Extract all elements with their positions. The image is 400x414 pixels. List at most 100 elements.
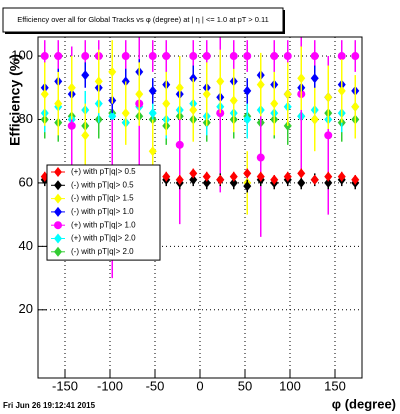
data-point [189,168,198,179]
data-point [189,104,198,115]
data-point [256,79,265,90]
data-point [54,98,63,109]
data-point [229,177,238,188]
data-point [256,153,265,162]
data-point [297,168,306,179]
legend-label: (-) with pT|q|> 1.5 [71,194,134,203]
legend-box [46,164,161,261]
data-point [121,108,130,119]
data-point [324,177,333,188]
legend-marker [54,206,62,217]
title-box [2,7,284,33]
legend-marker [54,193,62,204]
data-point [310,73,319,84]
data-point [229,171,238,182]
data-point [81,52,90,61]
data-point [67,82,76,93]
data-point [337,52,346,61]
data-point [135,89,144,100]
y-tick-label: 40 [19,238,33,253]
data-point [175,82,184,93]
legend-label: (+) with pT|q|> 0.5 [71,167,136,176]
legend-marker [54,221,62,230]
x-tick-label: 0 [196,378,203,393]
data-point [175,174,184,185]
x-tick-label: 100 [279,378,301,393]
legend-label: (-) with pT|q|> 1.0 [71,207,134,216]
x-tick-label: 50 [238,378,252,393]
x-tick-label: 150 [324,378,346,393]
data-point [40,52,49,61]
data-point [324,92,333,103]
data-point [216,76,225,87]
data-point [351,52,360,61]
data-point [162,98,171,109]
data-point [67,121,76,130]
y-tick-label: 100 [11,47,33,62]
legend-marker [54,246,62,257]
data-point [162,52,171,61]
data-point [121,52,130,61]
legend-label: (-) with pT|q|> 0.5 [71,180,134,189]
data-point [148,146,157,157]
chart-title: Efficiency over all for Global Tracks vs… [17,15,269,24]
data-point [81,70,90,81]
data-point [40,89,49,100]
data-point [243,52,252,61]
x-tick-label: -50 [146,378,165,393]
data-point [148,108,157,119]
legend-marker [54,180,62,191]
data-point [297,73,306,84]
data-point [310,174,319,185]
footer-date: Fri Jun 26 19:12:41 2015 [3,401,96,410]
data-point [337,171,346,182]
legend-label: (-) with pT|q|> 2.0 [71,247,134,256]
data-point [81,130,90,141]
y-tick-label: 80 [19,111,33,126]
legend-marker [54,167,62,177]
data-point [162,171,171,182]
legend-label: (+) with pT|q|> 2.0 [71,234,136,243]
data-point [108,111,117,122]
plot-frame [37,36,363,379]
data-point [243,85,252,96]
data-point [351,174,360,185]
data-point [216,174,225,185]
data-point [94,76,103,87]
data-point [324,171,333,182]
data-point [202,171,211,182]
x-tick-label: -150 [52,378,78,393]
x-tick-label: -100 [97,378,123,393]
y-axis-label: Efficiency (%) [7,54,23,146]
data-point [270,98,279,109]
data-point [189,174,198,185]
data-point [148,52,157,61]
data-point [310,114,319,125]
data-point [351,101,360,112]
data-point [175,140,184,149]
data-point [189,52,198,61]
y-tick-label: 20 [19,301,33,316]
data-point [310,52,319,61]
data-point [324,131,333,140]
data-point [54,52,63,61]
data-point [243,168,252,179]
data-point [202,89,211,100]
series [40,40,360,215]
data-point [283,89,292,100]
data-point [229,95,238,106]
legend-marker [54,233,62,244]
data-point [108,66,117,77]
data-point [148,85,157,96]
data-point [202,177,211,188]
data-point [297,177,306,188]
data-point [283,52,292,61]
data-point [270,174,279,185]
data-point [202,52,211,61]
data-point [283,171,292,182]
x-axis-label: φ (degree) [332,396,396,411]
data-point [229,52,238,61]
data-point [256,171,265,182]
y-tick-label: 60 [19,174,33,189]
